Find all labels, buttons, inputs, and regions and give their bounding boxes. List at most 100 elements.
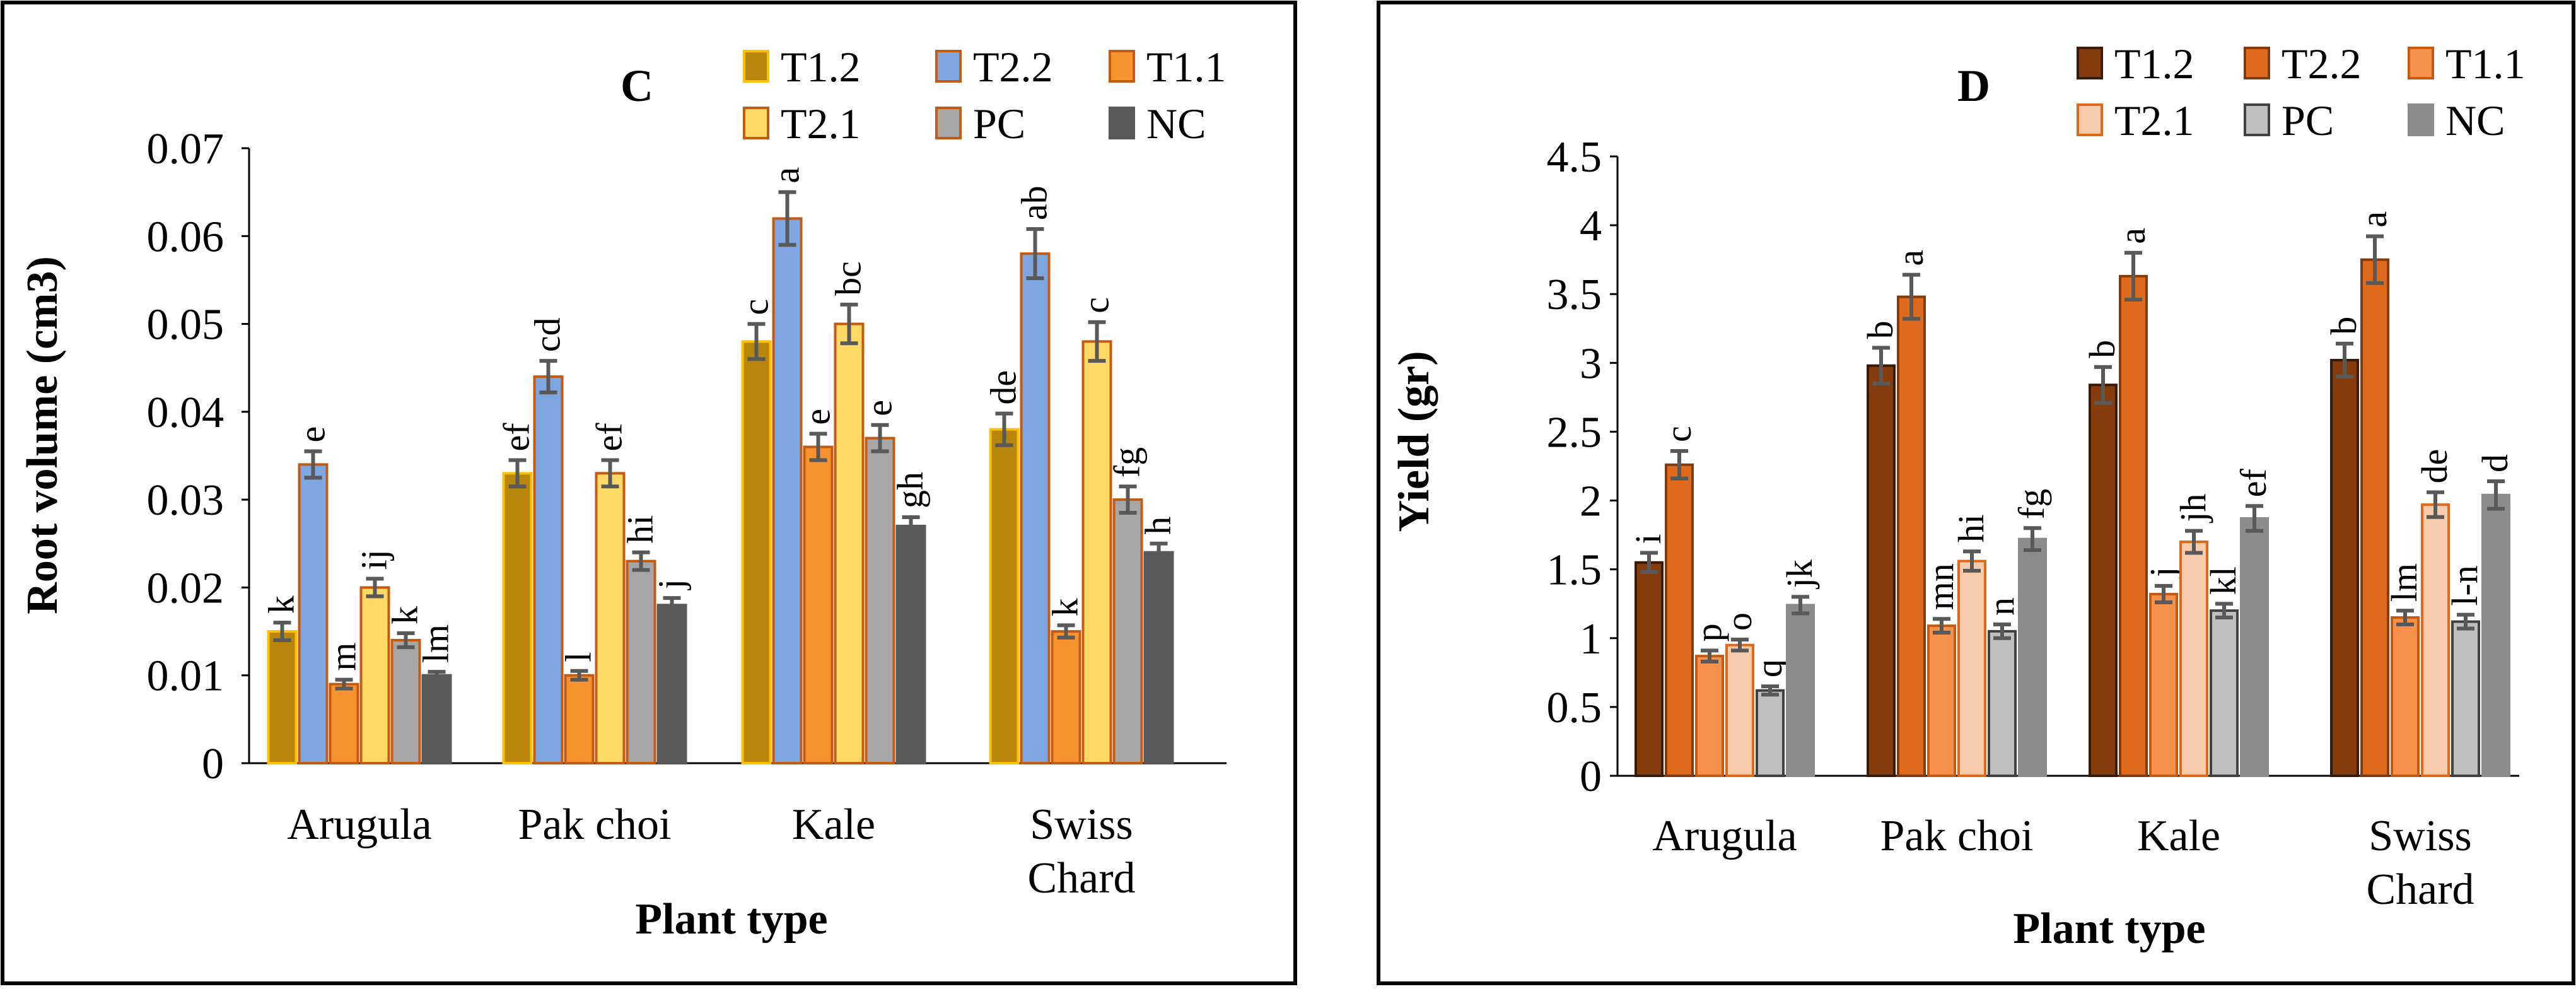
panel-d-legend-swatch [2408, 103, 2434, 136]
panel-d-significance-letter: ef [2233, 469, 2274, 498]
panel-d-y-tick-label: 0.5 [1547, 684, 1602, 732]
panel-c-error-bar [304, 449, 322, 480]
panel-d-bar-t1-1 [1695, 655, 1724, 777]
panel-d-bar-t1-2 [1635, 561, 1664, 777]
panel-c-legend-swatch [1109, 107, 1135, 139]
panel-c-significance-letter: k [261, 595, 302, 614]
panel-c-bar-t2-2 [298, 463, 329, 765]
panel-d-error-bar [1701, 648, 1718, 664]
panel-d-significance-letter: i [1628, 534, 1669, 544]
panel-d-bar-t2-2 [1665, 463, 1694, 777]
panel-c-significance-letter: e [292, 426, 333, 443]
panel-d-significance-letter: fg [2011, 489, 2052, 519]
panel-c-significance-letter: a [766, 167, 807, 184]
panel-d-significance-letter: n [1981, 597, 2022, 616]
panel-c-legend-swatch [935, 107, 962, 139]
panel-d-bar-t2-2 [1897, 295, 1926, 777]
panel-d-error-bar [2155, 583, 2172, 605]
panel-c-error-bar [1026, 227, 1044, 281]
panel-c-significance-letter: ij [354, 549, 395, 570]
panel-c-x-axis-title: Plant type [635, 895, 827, 944]
panel-d-significance-letter: jh [2172, 493, 2213, 523]
panel-c-significance-letter: ef [589, 423, 630, 452]
panel-d-legend-label: T2.1 [2114, 97, 2194, 144]
panel-d-significance-letter: de [2414, 449, 2455, 484]
panel-c-significance-letter: e [797, 409, 838, 425]
panel-c-y-tick-label: 0.06 [147, 213, 224, 261]
panel-c-error-bar [871, 423, 889, 454]
panel-d-y-tick-label: 2 [1580, 477, 1602, 526]
panel-d-error-bar [1903, 272, 1920, 321]
panel-c-legend-item: T1.2 [743, 43, 861, 91]
panel-d-bar-pc [1988, 629, 2017, 777]
panel-d-error-bar [2185, 529, 2203, 555]
panel-c-significance-letter: c [1076, 297, 1117, 313]
panel-c-y-tick-label: 0 [202, 740, 224, 788]
panel-d-y-tick-label: 1.5 [1547, 546, 1602, 595]
panel-c-bar-t1-1 [329, 682, 359, 764]
panel-c-legend-item: PC [935, 100, 1025, 148]
panel-d-significance-letter: a [2353, 211, 2394, 228]
panel-c-y-tick-label: 0.04 [147, 389, 224, 437]
panel-c-bar-t2-2 [772, 217, 803, 764]
panel-c-bar-t2-2 [1020, 252, 1051, 764]
panel-c-legend-swatch [743, 107, 769, 139]
panel-c-significance-letter: j [651, 579, 692, 590]
panel-d-error-bar [2094, 365, 2112, 405]
panel-c-error-bar [428, 670, 446, 681]
panel-c-legend-label: T2.2 [973, 43, 1053, 91]
panel-d-letter: D [1957, 61, 1990, 111]
panel-d-significance-letter: kl [2203, 566, 2244, 595]
panel-c-significance-letter: l [558, 652, 599, 662]
panel-d-significance-letter: jk [1779, 559, 1820, 589]
panel-c-legend-swatch [1109, 50, 1135, 83]
panel-c-bar-t1-2 [741, 340, 772, 764]
panel-c-error-bar [601, 458, 619, 489]
panel-c-legend-label: T1.1 [1146, 43, 1227, 91]
panel-c-error-bar [570, 669, 588, 682]
panel-d-bar-t1-2 [2089, 383, 2118, 777]
panel-c-legend-swatch [743, 50, 769, 83]
panel-d-bar-t1-2 [1867, 364, 1896, 777]
panel-d-significance-letter: a [1890, 250, 1931, 266]
panel-d-significance-letter: a [2112, 228, 2153, 244]
panel-d-bar-t2-1 [1725, 643, 1754, 778]
panel-d-bar-nc [2481, 493, 2510, 777]
panel-d-legend-item: T1.1 [2408, 40, 2526, 88]
panel-c-y-tick-label: 0.07 [147, 125, 224, 173]
panel-c-error-bar [1057, 623, 1075, 640]
panel-c-significance-letter: h [1138, 517, 1179, 535]
panel-d-legend-label: T1.1 [2445, 40, 2526, 88]
panel-d-category-label: Arugula [1652, 812, 1797, 860]
panel-c-error-bar [1119, 484, 1137, 515]
panel-d-y-tick-label: 0 [1580, 752, 1602, 801]
panel-c-error-bar [747, 322, 766, 361]
panel-c-bar-t1-1 [803, 445, 834, 764]
panel-c-legend-label: NC [1146, 100, 1206, 148]
panel-d-error-bar [1933, 617, 1950, 635]
panel-d-significance-letter: p [1688, 623, 1729, 641]
panel-c-error-bar [273, 621, 291, 642]
panel-d-error-bar [1792, 595, 1809, 616]
panel-c-bar-t2-1 [834, 322, 865, 764]
panel-d-legend-swatch [2244, 103, 2270, 136]
panel-c-error-bar [902, 515, 920, 537]
panel-d-significance-letter: b [2323, 317, 2364, 335]
panel-c-bar-pc [1112, 498, 1143, 765]
panel-c-category-label: Arugula [287, 800, 431, 849]
panel-c-category-label: Kale [792, 800, 875, 849]
panel-d-error-bar [1993, 622, 2011, 640]
panel-d-bar-pc [2210, 609, 2239, 778]
panel-c-legend-label: PC [973, 100, 1025, 148]
panel-d-legend-item: T1.2 [2077, 40, 2194, 88]
panel-c-bar-nc [1143, 551, 1174, 764]
panel-c-bar-nc [421, 674, 452, 764]
panel-d-bar-t1-1 [2391, 616, 2420, 777]
panel-c-error-bar [632, 550, 650, 572]
panel-d-significance-letter: q [1749, 659, 1790, 677]
panel-c-letter: C [621, 61, 653, 111]
panel-c-bar-t1-1 [1051, 630, 1081, 764]
panel-c-significance-letter: lm [416, 624, 457, 663]
panel-d-bar-nc [2018, 537, 2047, 777]
panel-d-error-bar [2396, 609, 2414, 626]
